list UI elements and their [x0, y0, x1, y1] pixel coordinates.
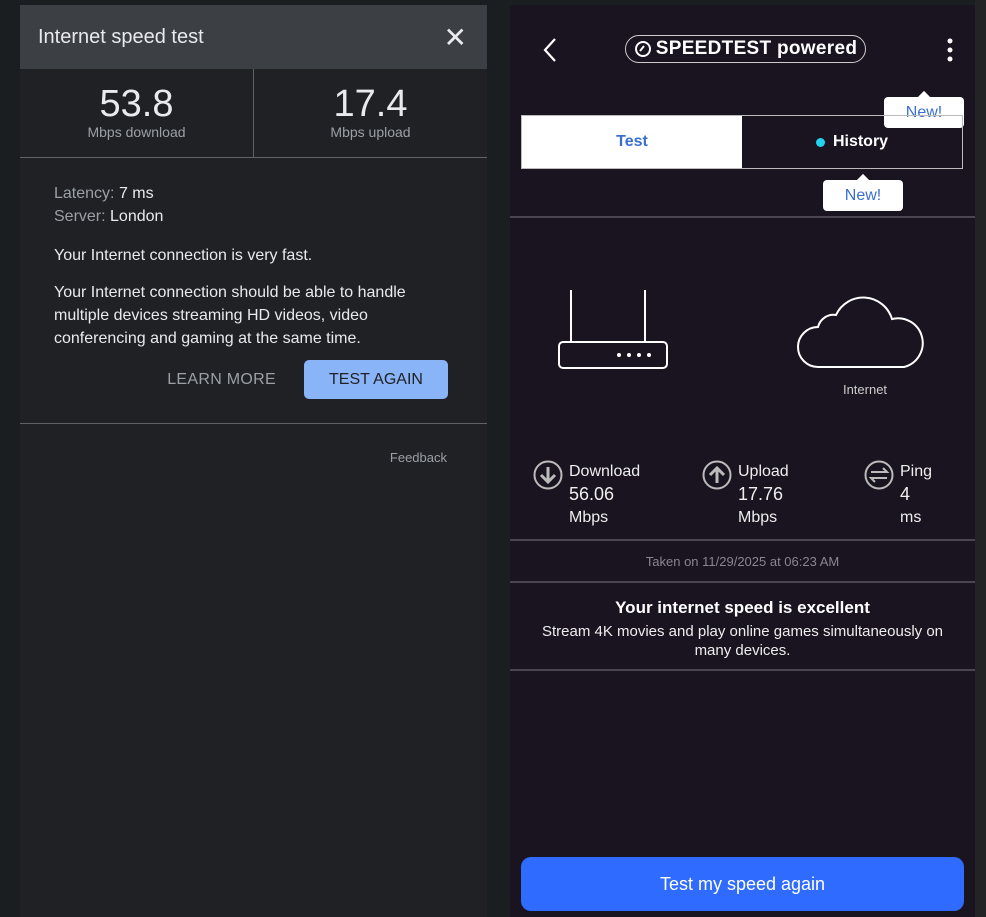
upload-unit: Mbps upload	[330, 124, 411, 140]
download-unit: Mbps	[569, 509, 609, 526]
ping-unit: ms	[900, 509, 922, 526]
server-value: London	[110, 208, 164, 225]
ping-label: Ping	[900, 463, 933, 480]
speedtest-logo: SPEEDTEST powered	[625, 35, 866, 63]
divider	[510, 669, 975, 671]
download-result: 53.8 Mbps download	[20, 69, 253, 157]
back-icon[interactable]	[542, 37, 558, 63]
gauge-icon	[634, 41, 651, 57]
close-icon[interactable]: ✕	[443, 21, 467, 53]
tooltip-text: New!	[844, 186, 882, 204]
download-unit: Mbps download	[87, 124, 186, 140]
ping-icon	[864, 460, 894, 490]
download-icon	[533, 460, 563, 490]
upload-result: 17.4 Mbps upload	[253, 69, 487, 157]
taken-timestamp: Taken on 11/29/2025 at 06:23 AM	[645, 554, 840, 569]
results: 53.8 Mbps download 17.4 Mbps upload	[20, 69, 487, 158]
tab-label: History	[832, 133, 889, 150]
edge-strip	[975, 0, 986, 917]
new-tooltip-menu: New!	[884, 97, 964, 128]
google-speed-test-panel: Internet speed test ✕ 53.8 Mbps download…	[20, 5, 487, 917]
tooltip-text: New!	[905, 103, 943, 121]
ping-value: 4	[900, 484, 911, 504]
new-dot	[815, 137, 825, 147]
latency: Latency: 7 ms	[54, 182, 453, 205]
new-tooltip-history: New!	[823, 180, 903, 211]
tab-label: Test	[616, 133, 648, 150]
cloud-icon	[797, 296, 924, 368]
result-title: Your internet speed is excellent	[615, 598, 870, 617]
divider	[510, 216, 975, 218]
detail: Your Internet connection should be able …	[54, 284, 406, 347]
upload-stat: Upload 17.76 Mbps	[702, 460, 789, 529]
panel-title: Internet speed test	[38, 25, 204, 48]
upload-icon	[702, 460, 732, 490]
divider	[20, 423, 487, 424]
upload-label: Upload	[738, 463, 789, 480]
latency-value: 7 ms	[118, 185, 154, 202]
router-icon	[558, 290, 668, 369]
download-stat: Download 56.06 Mbps	[533, 460, 640, 529]
divider	[510, 581, 975, 583]
tab-history[interactable]: History	[742, 116, 962, 168]
learn-more-button[interactable]: LEARN MORE	[167, 370, 276, 388]
test-again-button[interactable]: Test my speed again	[521, 857, 964, 911]
server: Server: London	[54, 205, 453, 228]
summary: Your Internet connection is very fast.	[54, 247, 313, 264]
upload-value: 17.4	[333, 83, 408, 125]
more-options-icon[interactable]	[944, 37, 956, 63]
download-value: 56.06	[569, 484, 615, 504]
button-label: Test my speed again	[659, 873, 826, 894]
download-value: 53.8	[99, 83, 174, 125]
logo-text: SPEEDTEST powered	[655, 38, 858, 59]
divider	[510, 539, 975, 541]
tab-test[interactable]: Test	[522, 116, 742, 168]
panel-header: Internet speed test ✕	[20, 5, 487, 69]
ping-stat: Ping 4 ms	[864, 460, 932, 529]
download-label: Download	[569, 463, 641, 480]
upload-unit: Mbps	[738, 509, 778, 526]
upload-value: 17.76	[738, 484, 784, 504]
result-text: Stream 4K movies and play online games s…	[541, 623, 944, 659]
server-label: Server:	[54, 208, 106, 225]
speedtest-app: SPEEDTEST powered New! Test History New!…	[510, 5, 975, 917]
latency-label: Latency:	[54, 185, 115, 202]
internet-label: Internet	[842, 382, 888, 397]
test-again-button[interactable]: TEST AGAIN	[304, 360, 448, 399]
tab-bar: Test History	[521, 115, 963, 169]
feedback-link[interactable]: Feedback	[389, 450, 447, 465]
